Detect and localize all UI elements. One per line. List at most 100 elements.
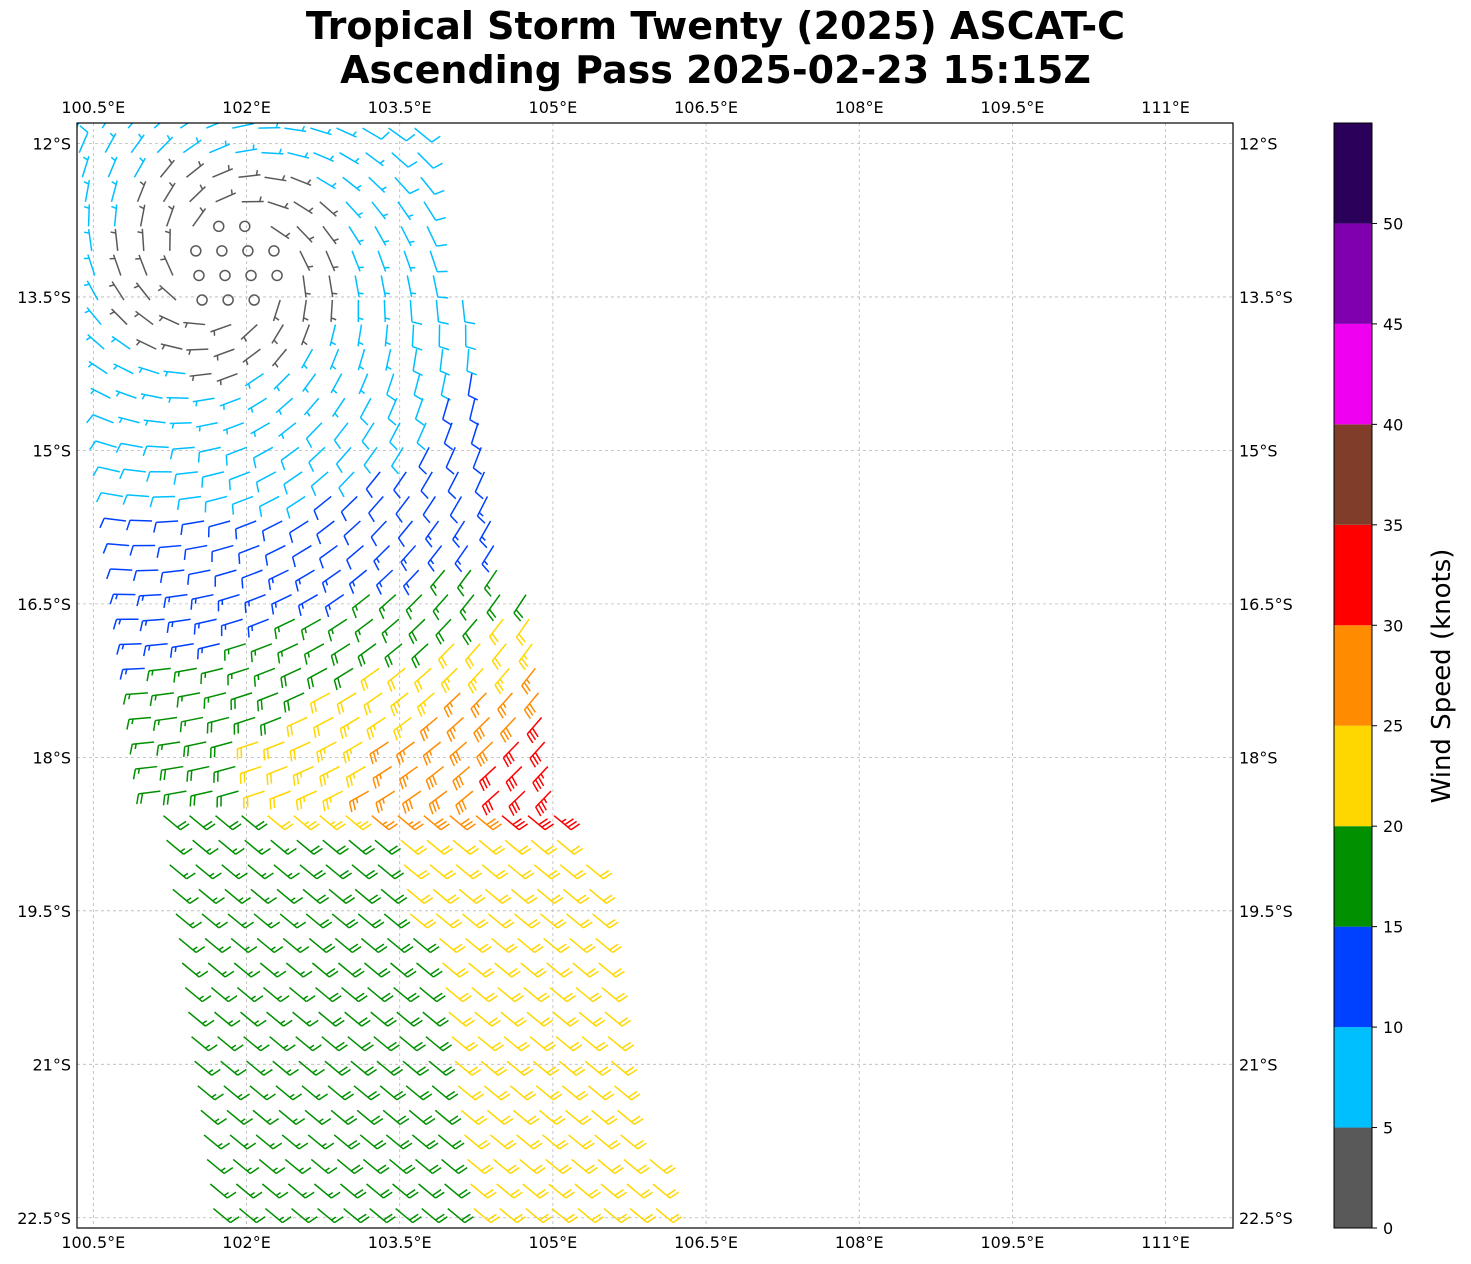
wind-barb: [159, 158, 175, 178]
barb-half-feather: [212, 897, 218, 902]
barb-feather: [672, 1216, 683, 1224]
wind-barb: [409, 913, 437, 929]
barb-half-feather: [308, 236, 315, 241]
barb-half-feather: [191, 375, 195, 381]
barb-feather: [204, 1019, 215, 1027]
barb-feather: [482, 968, 492, 976]
wind-barb: [523, 986, 550, 1003]
wind-barb: [250, 643, 273, 663]
wind-barb: [494, 962, 521, 978]
wind-barb: [321, 569, 342, 593]
wind-barb: [581, 1036, 609, 1052]
wind-barb: [189, 815, 216, 831]
y-tick-label-right: 22.5°S: [1239, 1209, 1293, 1228]
wind-barb: [292, 1011, 319, 1027]
barb-staff: [211, 544, 234, 553]
barb-feather: [227, 995, 238, 1003]
wind-barb: [476, 496, 489, 524]
barb-feather: [345, 896, 356, 904]
barb-half-feather: [134, 743, 137, 750]
barb-feather: [348, 943, 359, 951]
wind-barb: [266, 1011, 293, 1027]
wind-barb: [386, 373, 396, 402]
wind-barb: [321, 1036, 348, 1052]
wind-barb: [259, 962, 287, 978]
barb-half-feather: [303, 317, 309, 321]
barb-feather: [380, 131, 390, 140]
barb-feather: [448, 1093, 459, 1101]
wind-barb: [308, 937, 336, 954]
wind-barb: [397, 815, 424, 831]
barb-half-feather: [280, 433, 285, 440]
barb-feather: [381, 633, 388, 644]
wind-barb: [406, 275, 417, 298]
barb-feather: [618, 1017, 629, 1025]
barb-feather: [532, 755, 539, 765]
wind-barb: [393, 471, 407, 499]
barb-feather: [327, 1167, 338, 1175]
wind-barb: [316, 741, 337, 763]
barb-staff: [283, 471, 303, 486]
wind-barb: [341, 986, 368, 1003]
wind-barb: [287, 1183, 315, 1199]
wind-barb: [109, 281, 125, 301]
barb-feather: [232, 823, 242, 831]
barb-feather: [426, 943, 437, 951]
barb-feather: [196, 648, 200, 660]
wind-barb: [203, 692, 227, 709]
barb-feather: [438, 1216, 448, 1224]
barb-half-feather: [306, 1020, 312, 1025]
barb-feather: [514, 995, 524, 1003]
wind-barb: [408, 1109, 436, 1125]
x-tick-label-top: 103.5°E: [368, 98, 432, 117]
barb-staff: [469, 398, 476, 420]
barb-feather: [451, 1139, 462, 1147]
wind-barb: [219, 397, 241, 410]
wind-barb: [617, 1109, 644, 1125]
wind-barb: [584, 1060, 612, 1076]
barb-feather: [459, 992, 469, 1000]
barb-feather: [387, 1019, 397, 1027]
barb-feather: [400, 921, 411, 929]
barb-staff: [226, 446, 248, 456]
wind-barb: [83, 180, 91, 202]
barb-feather: [368, 872, 379, 880]
barb-half-feather: [459, 584, 464, 590]
barb-half-feather: [208, 1069, 214, 1074]
barb-feather: [495, 869, 506, 877]
barb-feather: [354, 970, 365, 978]
barb-feather: [366, 729, 371, 740]
barb-feather: [305, 438, 313, 449]
barb-feather: [92, 466, 99, 477]
barb-feather: [350, 1164, 361, 1172]
barb-feather: [183, 746, 186, 758]
x-tick-label-bottom: 105°E: [529, 1233, 578, 1252]
barb-feather: [523, 1068, 534, 1076]
barb-feather: [617, 1213, 627, 1221]
barb-feather: [497, 1068, 508, 1076]
wind-barb: [255, 1134, 283, 1150]
barb-half-feather: [384, 630, 388, 636]
barb-feather: [363, 678, 369, 689]
wind-barb: [329, 324, 337, 347]
barb-feather: [462, 635, 470, 646]
barb-feather: [547, 869, 558, 877]
wind-barb: [242, 790, 265, 809]
barb-half-feather: [144, 420, 149, 426]
barb-feather: [422, 514, 431, 524]
wind-barb: [142, 445, 169, 457]
barb-feather: [208, 1044, 218, 1052]
wind-barb: [201, 471, 225, 488]
barb-feather: [237, 1068, 247, 1076]
barb-feather: [321, 582, 327, 593]
barb-feather: [609, 943, 619, 951]
barb-feather: [399, 752, 405, 763]
barb-half-feather: [223, 1191, 229, 1197]
barb-feather: [627, 1090, 638, 1098]
wind-barb: [518, 643, 533, 671]
wind-barb: [414, 397, 425, 426]
wind-barb: [499, 1207, 526, 1224]
barb-half-feather: [137, 768, 141, 774]
barb-feather: [540, 995, 550, 1003]
wind-barb: [486, 1109, 514, 1125]
